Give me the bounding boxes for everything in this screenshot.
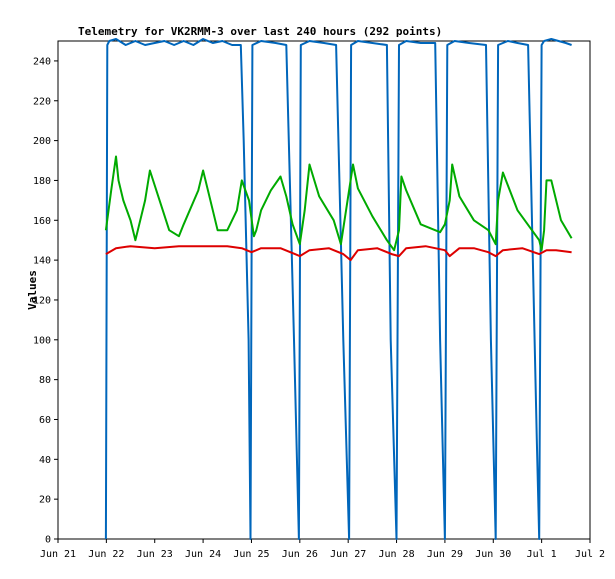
x-tick-label: Jun 22 (88, 549, 124, 560)
y-tick-label: 240 (33, 56, 51, 67)
x-axis: Jun 21 Jun 22 Jun 23 Jun 24 Jun 25 Jun 26 Jun … (40, 539, 605, 560)
series-line-2 (104, 155, 573, 252)
x-tick-label: Jun 30 (475, 549, 511, 560)
x-tick-label: Jun 25 (233, 549, 269, 560)
y-tick-label: 120 (33, 295, 51, 306)
y-tick-label: 80 (39, 375, 51, 386)
y-tick-label: 200 (33, 136, 51, 147)
x-tick-label: Jun 21 (40, 549, 76, 560)
x-tick-label: Jun 23 (137, 549, 173, 560)
y-tick-label: 140 (33, 256, 51, 267)
x-tick-label: Jun 26 (282, 549, 318, 560)
y-tick-label: 180 (33, 176, 51, 187)
series-line-3 (105, 245, 572, 262)
series-layer (104, 38, 573, 540)
x-tick-label: Jun 24 (185, 549, 221, 560)
plot-frame (57, 40, 591, 540)
x-tick-label: Jun 28 (378, 549, 414, 560)
y-tick-label: 0 (45, 535, 51, 546)
y-tick-label: 160 (33, 216, 51, 227)
x-tick-label: Jun 29 (427, 549, 463, 560)
y-tick-label: 220 (33, 96, 51, 107)
chart-title: Telemetry for VK2RMM-3 over last 240 hou… (78, 25, 442, 38)
x-tick-label: Jun 27 (330, 549, 366, 560)
y-tick-label: 20 (39, 495, 51, 506)
y-tick-label: 100 (33, 335, 51, 346)
y-axis-label: Values (26, 270, 39, 310)
y-tick-label: 40 (39, 455, 51, 466)
y-axis: 0 20 40 60 80 100 120 140 160 180 200 220 240 (33, 56, 58, 546)
x-tick-label: Jul 1 (527, 549, 557, 560)
x-tick-label: Jul 2 (575, 549, 605, 560)
series-line-1 (104, 38, 572, 540)
y-tick-label: 60 (39, 415, 51, 426)
